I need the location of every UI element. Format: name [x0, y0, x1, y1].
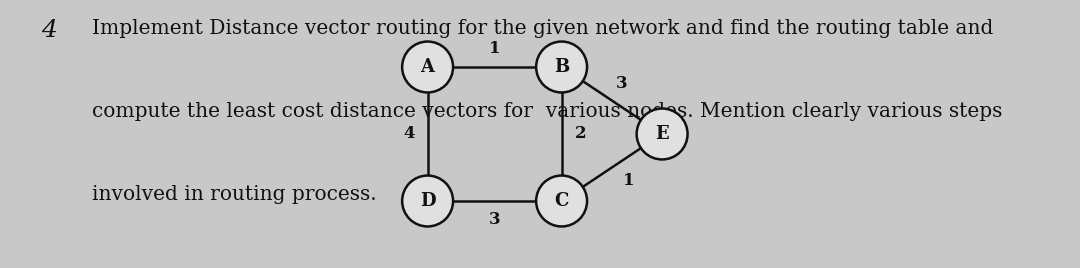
Text: 1: 1: [623, 172, 634, 189]
Text: compute the least cost distance vectors for  various nodes. Mention clearly vari: compute the least cost distance vectors …: [92, 102, 1002, 121]
Circle shape: [402, 176, 454, 226]
Text: 2: 2: [575, 125, 586, 143]
Text: 4: 4: [41, 19, 57, 42]
Text: D: D: [420, 192, 435, 210]
Text: 3: 3: [616, 75, 627, 92]
Circle shape: [536, 42, 588, 92]
Text: 1: 1: [489, 40, 500, 57]
Text: 4: 4: [403, 125, 415, 143]
Text: B: B: [554, 58, 569, 76]
Text: A: A: [420, 58, 434, 76]
Circle shape: [636, 109, 688, 159]
Text: involved in routing process.: involved in routing process.: [92, 185, 377, 204]
Circle shape: [402, 42, 454, 92]
Text: 3: 3: [489, 211, 500, 228]
Circle shape: [536, 176, 588, 226]
Text: C: C: [554, 192, 569, 210]
Text: E: E: [656, 125, 669, 143]
Text: Implement Distance vector routing for the given network and find the routing tab: Implement Distance vector routing for th…: [92, 19, 994, 38]
